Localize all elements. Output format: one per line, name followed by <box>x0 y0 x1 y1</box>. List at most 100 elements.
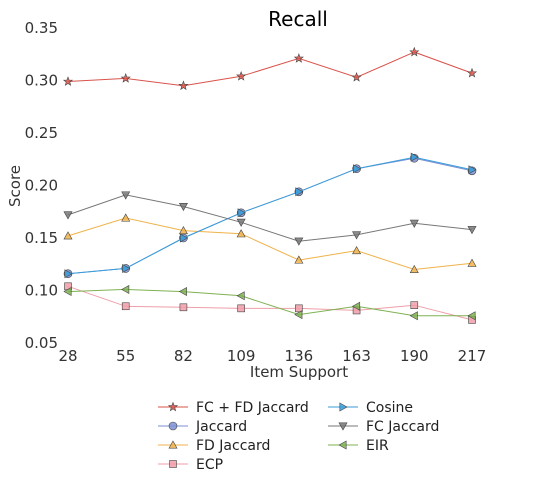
x-tick-label: 163 <box>342 347 371 365</box>
data-point <box>178 226 188 235</box>
series-cosine <box>64 152 477 279</box>
data-point <box>293 53 304 63</box>
series-line <box>67 156 473 275</box>
series-eir <box>63 284 476 321</box>
data-point <box>179 233 189 243</box>
legend-marker <box>338 422 348 431</box>
x-tick-label: 82 <box>174 347 193 365</box>
legend-marker <box>169 460 177 468</box>
data-point <box>410 301 419 310</box>
y-tick-label: 0.30 <box>25 72 58 90</box>
x-tick-label: 55 <box>116 347 135 365</box>
data-point <box>294 310 303 320</box>
legend-label: Jaccard <box>195 419 247 435</box>
data-point <box>237 304 245 313</box>
data-point <box>64 269 73 279</box>
data-point <box>63 231 73 240</box>
series-line <box>67 51 473 87</box>
legend-marker <box>168 440 178 449</box>
x-axis-ticks: 28 55 82 109 136 163 190 217 <box>58 347 486 365</box>
x-tick-label: 190 <box>400 347 429 365</box>
data-point <box>294 255 304 264</box>
data-point <box>352 245 362 255</box>
data-point <box>122 263 131 273</box>
legend-item: FD Jaccard <box>158 438 270 454</box>
y-tick-label: 0.25 <box>25 124 58 142</box>
data-point <box>295 304 303 313</box>
data-point <box>236 70 247 81</box>
legend-label: FC + FD Jaccard <box>196 400 309 416</box>
data-point <box>121 213 131 222</box>
data-point <box>295 187 304 197</box>
series-fc-jaccard <box>63 191 477 246</box>
data-point <box>351 301 361 311</box>
legend-label: Cosine <box>366 400 413 416</box>
legend-item: EIR <box>328 438 389 454</box>
series-line <box>67 157 473 275</box>
series-layer <box>62 46 478 324</box>
data-point <box>467 258 477 267</box>
data-point <box>121 284 130 294</box>
data-point <box>409 264 419 274</box>
data-point <box>179 303 188 312</box>
data-point <box>352 231 362 240</box>
series-line <box>67 194 473 242</box>
y-tick-label: 0.35 <box>25 19 58 37</box>
y-axis-title: Score <box>6 165 24 207</box>
legend-item: FC + FD Jaccard <box>158 400 309 416</box>
data-point <box>409 219 419 228</box>
x-axis-title: Item Support <box>250 363 348 381</box>
data-point <box>409 311 418 321</box>
data-point <box>353 164 362 174</box>
legend-item: Cosine <box>328 400 413 416</box>
series-line <box>67 288 472 317</box>
data-point <box>467 226 477 235</box>
y-tick-label: 0.15 <box>25 229 58 247</box>
data-point <box>178 203 188 212</box>
data-point <box>120 73 131 83</box>
y-tick-label: 0.20 <box>25 177 58 195</box>
legend-marker <box>338 440 347 450</box>
y-tick-label: 0.05 <box>25 334 58 352</box>
legend-marker <box>339 402 348 412</box>
data-point <box>294 237 304 246</box>
data-point <box>351 71 362 82</box>
data-point <box>466 67 478 78</box>
legend-item: ECP <box>158 457 223 473</box>
data-point <box>468 165 477 175</box>
series-ecp <box>64 282 476 324</box>
data-point <box>409 46 420 57</box>
legend-label: ECP <box>196 457 223 473</box>
chart-title: Recall <box>268 7 328 31</box>
series-fd-jaccard <box>63 213 477 274</box>
data-point <box>63 287 72 297</box>
data-point <box>467 311 476 321</box>
legend-label: EIR <box>366 438 389 454</box>
series-fc-fd-jaccard <box>62 46 478 91</box>
data-point <box>121 191 131 200</box>
legend-marker <box>167 401 179 412</box>
legend-marker <box>168 421 178 431</box>
x-tick-label: 28 <box>58 347 77 365</box>
legend-label: FD Jaccard <box>196 438 270 454</box>
data-point <box>236 291 245 301</box>
legend-item: Jaccard <box>158 419 247 435</box>
series-line <box>67 285 473 321</box>
legend-item: FC Jaccard <box>328 419 439 435</box>
y-tick-label: 0.10 <box>25 282 58 300</box>
x-tick-label: 136 <box>285 347 314 365</box>
data-point <box>236 229 246 238</box>
data-point <box>63 211 73 220</box>
data-point <box>410 152 419 162</box>
y-axis-ticks: 0.05 0.10 0.15 0.20 0.25 0.30 0.35 <box>25 19 58 352</box>
legend-label: FC Jaccard <box>366 419 439 435</box>
legend: FC + FD Jaccard Jaccard FD Jaccard ECP Cosin… <box>158 400 439 473</box>
data-point <box>62 76 74 86</box>
data-point <box>178 80 189 91</box>
data-point <box>178 287 187 297</box>
data-point <box>237 208 246 218</box>
data-point <box>236 218 246 227</box>
series-line <box>67 217 473 271</box>
x-tick-label: 217 <box>458 347 487 365</box>
